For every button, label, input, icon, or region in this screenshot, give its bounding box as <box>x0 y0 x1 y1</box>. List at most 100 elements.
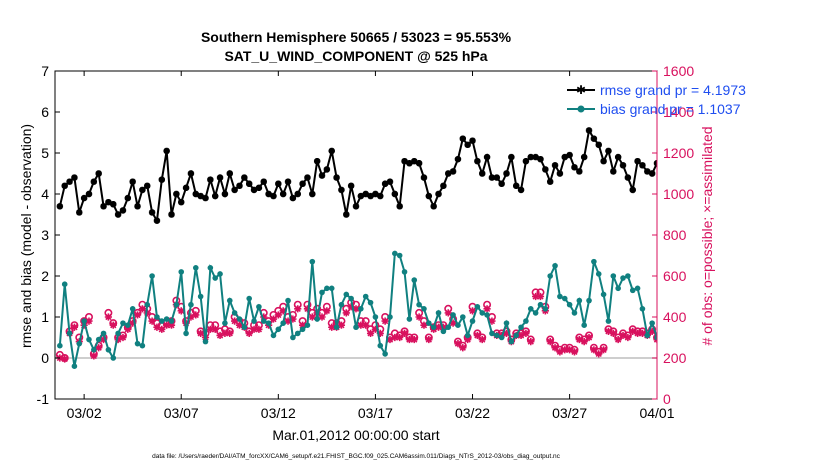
y-left-tick-label-5: 4 <box>41 186 49 202</box>
chart-title: Southern Hemisphere 50665 / 53023 = 95.5… <box>201 29 512 45</box>
obs-assimilated-point-62 <box>357 321 365 329</box>
bias-point-109 <box>586 297 592 304</box>
rmse-point-16 <box>134 203 141 210</box>
bias-point-37 <box>236 316 243 322</box>
rmse-point-31 <box>207 176 214 183</box>
obs-assimilated-point-10 <box>104 313 113 321</box>
chart-subtitle: SAT_U_WIND_COMPONENT @ 525 hPa <box>224 48 487 64</box>
obs-assimilated-point-80 <box>444 309 452 317</box>
bias-point-9 <box>100 330 107 337</box>
rmse-point-63 <box>362 190 369 198</box>
bias-point-39 <box>246 295 252 302</box>
obs-assimilated-point-22 <box>163 321 171 329</box>
bias-point-58 <box>338 301 345 308</box>
rmse-point-32 <box>212 192 219 200</box>
chart-legend: ✱ rmse grand pr = 4.1973 bias grand pr =… <box>567 82 746 117</box>
y-right-axis-label: # of obs: o=possible; ×=assimilated <box>699 126 715 345</box>
y-right-tick-label-2: 400 <box>663 309 687 325</box>
bias-point-106 <box>571 310 578 316</box>
y-right-tick-label-5: 1000 <box>663 186 694 202</box>
bias-point-70 <box>396 252 403 259</box>
obs-assimilated-point-119 <box>633 329 642 337</box>
rmse-point-14 <box>124 194 132 202</box>
rmse-point-74 <box>415 160 423 167</box>
rmse-point-53 <box>313 158 321 165</box>
obs-assimilated-point-1 <box>61 355 69 363</box>
rmse-point-47 <box>284 178 292 185</box>
rmse-point-29 <box>197 192 204 200</box>
rmse-point-82 <box>454 155 462 163</box>
rmse-point-8 <box>95 170 102 177</box>
rmse-point-3 <box>71 174 78 181</box>
y-left-axis-label: rmse and bias (model - observation) <box>18 124 34 348</box>
obs-assimilated-point-42 <box>260 313 268 321</box>
obs-assimilated-point-34 <box>221 329 229 337</box>
rmse-point-24 <box>173 190 180 198</box>
obs-assimilated-point-115 <box>614 335 622 344</box>
y-left-tick-label-1: 0 <box>41 350 49 366</box>
obs-assimilated-point-102 <box>551 344 559 352</box>
rmse-point-94 <box>513 182 520 189</box>
obs-assimilated-point-14 <box>124 325 132 333</box>
obs-assimilated-point-8 <box>95 344 103 352</box>
rmse-point-120 <box>639 162 646 169</box>
rmse-point-39 <box>245 180 253 187</box>
rmse-point-54 <box>318 172 326 179</box>
bias-point-62 <box>358 306 364 312</box>
bias-point-116 <box>620 275 626 281</box>
obs-assimilated-point-67 <box>381 317 389 325</box>
obs-assimilated-point-52 <box>308 313 316 321</box>
bias-point-91 <box>498 334 505 341</box>
obs-assimilated-point-29 <box>197 329 205 337</box>
rmse-point-104 <box>561 153 568 161</box>
rmse-point-48 <box>289 194 297 202</box>
obs-assimilated-point-75 <box>420 321 428 329</box>
x-tick-label-2: 03/12 <box>261 405 296 421</box>
bias-point-98 <box>532 310 539 316</box>
rmse-point-100 <box>542 166 549 173</box>
bias-point-68 <box>387 314 393 320</box>
rmse-point-77 <box>430 203 437 210</box>
obs-assimilated-point-21 <box>158 325 166 333</box>
x-axis-label: Mar.01,2012 00:00:00 start <box>272 427 439 443</box>
bias-point-30 <box>202 338 209 345</box>
obs-assimilated-point-61 <box>352 305 360 313</box>
rmse-point-97 <box>527 153 534 161</box>
obs-assimilated-point-78 <box>434 323 443 331</box>
obs-assimilated-point-16 <box>133 311 142 319</box>
obs-assimilated-point-55 <box>323 307 331 315</box>
y-left-tick-label-8: 7 <box>41 63 49 79</box>
bias-point-121 <box>644 332 651 339</box>
obs-assimilated-point-120 <box>638 329 647 337</box>
y-left-tick-label-7: 6 <box>41 104 49 120</box>
data-file-footer: data file: /Users/raeder/DAI/ATM_forcXX/… <box>152 453 561 460</box>
obs-assimilated-point-3 <box>70 323 79 331</box>
obs-assimilated-point-51 <box>303 305 312 313</box>
rmse-point-23 <box>168 211 175 218</box>
obs-assimilated-point-79 <box>439 323 447 331</box>
rmse-point-5 <box>80 194 88 202</box>
obs-assimilated-point-13 <box>119 333 127 342</box>
y-right-tick-label-0: 0 <box>663 391 671 407</box>
obs-assimilated-point-92 <box>502 329 511 337</box>
obs-assimilated-point-89 <box>488 317 496 325</box>
bias-point-102 <box>552 262 558 269</box>
bias-point-122 <box>649 320 655 326</box>
rmse-point-9 <box>100 203 107 210</box>
bias-point-95 <box>518 324 524 331</box>
bias-point-87 <box>479 310 486 316</box>
obs-assimilated-point-118 <box>629 327 637 335</box>
rmse-point-65 <box>372 190 379 198</box>
bias-point-21 <box>159 318 165 324</box>
rmse-point-22 <box>163 147 170 155</box>
obs-assimilated-point-54 <box>318 313 326 321</box>
rmse-point-122 <box>648 170 656 177</box>
bias-point-118 <box>629 287 636 294</box>
obs-assimilated-point-103 <box>556 348 564 356</box>
y-right-axis-ticks: 0 200 400 600 800 1000 1200 1400 1600 <box>652 63 694 407</box>
bias-point-111 <box>595 271 602 277</box>
rmse-point-4 <box>76 209 83 216</box>
rmse-point-52 <box>309 190 316 198</box>
rmse-point-58 <box>338 186 345 194</box>
bias-point-114 <box>610 273 617 279</box>
